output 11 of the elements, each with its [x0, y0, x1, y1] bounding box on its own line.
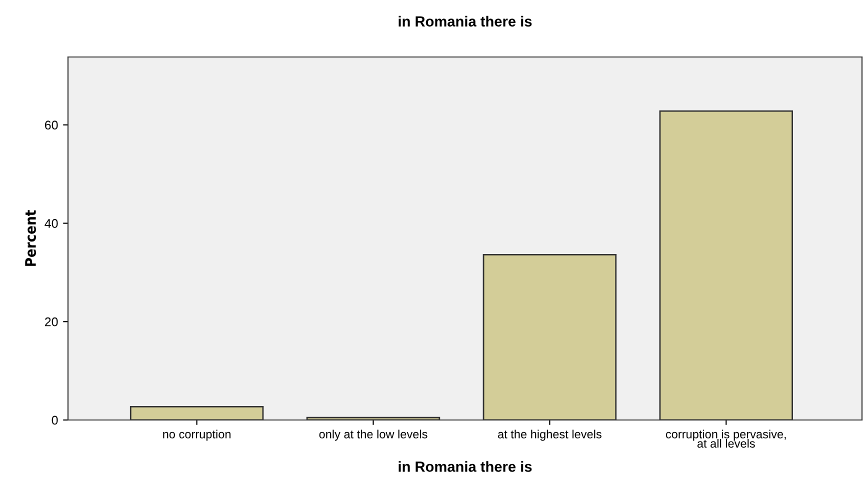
y-axis-title: Percent: [25, 210, 36, 266]
y-tick-label: 0: [52, 416, 58, 425]
x-tick-label: only at the low levels: [319, 430, 428, 441]
x-tick-label: no corruption: [163, 430, 230, 441]
x-tick-label: corruption is pervasive, at all levels: [666, 430, 786, 448]
y-tick-label: 60: [45, 120, 58, 130]
x-axis-title: in Romania there is: [398, 461, 532, 472]
chart-title: in Romania there is: [398, 16, 532, 27]
y-tick-label: 20: [45, 317, 58, 326]
x-tick-label: at the highest levels: [498, 430, 602, 441]
y-tick-label: 40: [44, 219, 58, 228]
